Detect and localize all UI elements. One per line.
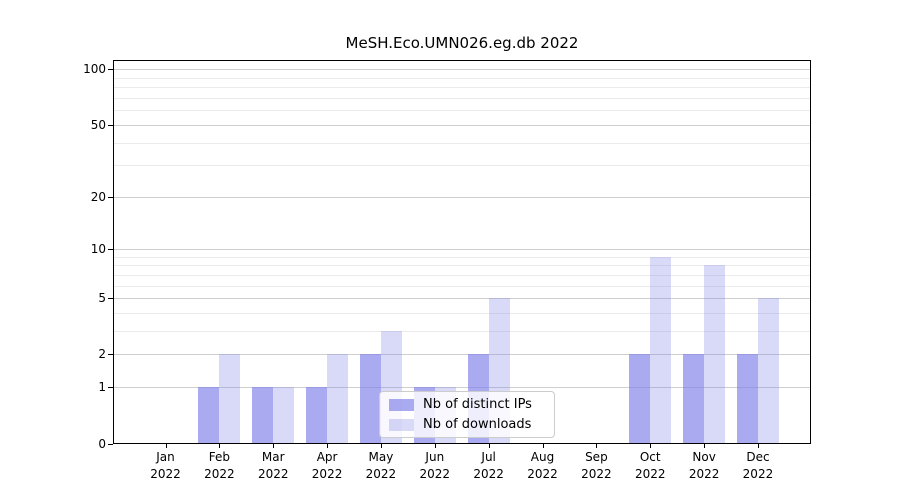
y-tick (108, 69, 113, 71)
x-tick (704, 444, 706, 448)
legend: Nb of distinct IPs Nb of downloads (379, 391, 555, 438)
x-tick-year: 2022 (150, 467, 181, 481)
x-tick-label: Oct 2022 (618, 449, 682, 483)
y-tick-label: 2 (98, 347, 106, 362)
y-tick (108, 249, 113, 251)
x-tick-year: 2022 (419, 467, 451, 481)
y-tick-label: 100 (83, 62, 106, 77)
bar-distinct-ips (629, 354, 651, 444)
x-tick (596, 444, 598, 448)
gridline-major (113, 298, 811, 300)
x-tick-label: Jan 2022 (134, 449, 198, 483)
plot-area (113, 60, 811, 444)
bar-downloads (757, 298, 779, 444)
x-tick-label: Apr 2022 (295, 449, 359, 483)
gridline-major (113, 387, 811, 389)
legend-item-distinct-ips: Nb of distinct IPs (389, 397, 545, 412)
gridline-minor (113, 274, 811, 276)
x-tick-year: 2022 (688, 467, 720, 481)
x-tick-year: 2022 (204, 467, 235, 481)
bar-downloads (219, 354, 241, 444)
bar-distinct-ips (306, 387, 328, 444)
x-tick (650, 444, 652, 448)
gridline-minor (113, 77, 811, 79)
x-tick (219, 444, 221, 448)
x-tick-year: 2022 (257, 467, 289, 481)
x-tick (380, 444, 382, 448)
x-tick-label: Mar 2022 (241, 449, 305, 483)
y-tick-label: 1 (98, 380, 106, 395)
bar-downloads (650, 256, 672, 444)
gridline-major (113, 249, 811, 251)
legend-item-downloads: Nb of downloads (389, 417, 545, 432)
y-tick-label: 20 (90, 189, 106, 204)
bar-distinct-ips (736, 354, 758, 444)
x-tick-label: Feb 2022 (187, 449, 251, 483)
y-tick (108, 124, 113, 126)
gridline-minor (113, 331, 811, 333)
y-tick-label: 0 (98, 436, 106, 451)
gridline-minor (113, 87, 811, 89)
bar-distinct-ips (252, 387, 274, 444)
x-tick-label: Jul 2022 (457, 449, 521, 483)
gridline-minor (113, 142, 811, 144)
x-tick-year: 2022 (634, 467, 666, 481)
x-tick-label: Dec 2022 (726, 449, 790, 483)
y-tick (108, 443, 113, 445)
x-tick (434, 444, 436, 448)
x-tick (273, 444, 275, 448)
bar-distinct-ips (198, 387, 220, 444)
gridline-minor (113, 98, 811, 100)
y-tick (108, 354, 113, 356)
legend-label-downloads: Nb of downloads (423, 417, 532, 432)
chart-title: MeSH.Eco.UMN026.eg.db 2022 (345, 34, 579, 52)
bar-downloads (273, 387, 295, 444)
bar-distinct-ips (683, 354, 705, 444)
gridline-major (113, 69, 811, 71)
gridline-minor (113, 256, 811, 258)
x-tick-year: 2022 (311, 467, 343, 481)
gridline-major (113, 196, 811, 198)
y-tick (108, 196, 113, 198)
gridline-minor (113, 285, 811, 287)
x-tick-label: Aug 2022 (511, 449, 575, 483)
gridline-major (113, 124, 811, 126)
y-tick-label: 50 (90, 117, 106, 132)
bar-distinct-ips (359, 354, 381, 444)
x-tick-year: 2022 (527, 467, 558, 481)
gridline-minor (113, 265, 811, 267)
x-tick-label: Sep 2022 (564, 449, 628, 483)
x-tick-year: 2022 (473, 467, 504, 481)
y-tick (108, 387, 113, 389)
x-tick (165, 444, 167, 448)
legend-swatch-downloads (389, 418, 414, 431)
x-tick (488, 444, 490, 448)
x-tick (542, 444, 544, 448)
x-tick-label: Jun 2022 (403, 449, 467, 483)
x-tick-year: 2022 (742, 467, 774, 481)
x-tick (327, 444, 329, 448)
x-tick-label: Nov 2022 (672, 449, 736, 483)
legend-label-distinct-ips: Nb of distinct IPs (423, 397, 532, 412)
y-tick-label: 10 (90, 242, 106, 257)
gridline-major (113, 354, 811, 356)
gridline-minor (113, 313, 811, 315)
y-tick (108, 298, 113, 300)
gridline-minor (113, 110, 811, 112)
x-tick-label: May 2022 (349, 449, 413, 483)
x-tick-year: 2022 (581, 467, 612, 481)
bar-downloads (327, 354, 349, 444)
x-tick (757, 444, 759, 448)
x-tick-year: 2022 (365, 467, 397, 481)
bar-downloads (704, 265, 726, 444)
y-tick-label: 5 (98, 291, 106, 306)
gridline-minor (113, 165, 811, 167)
legend-swatch-distinct-ips (389, 398, 414, 411)
